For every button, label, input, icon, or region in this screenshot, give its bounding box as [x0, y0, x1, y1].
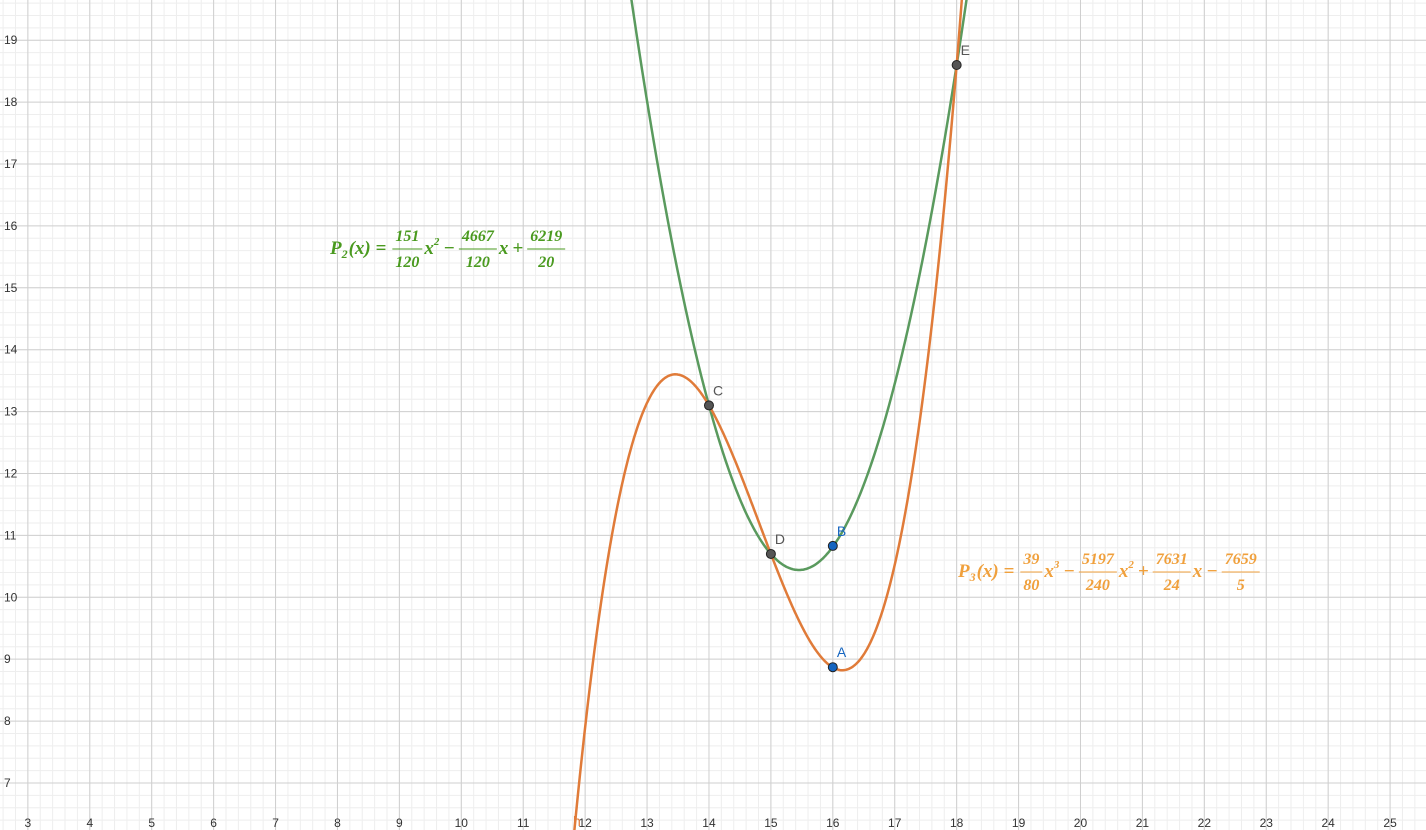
y-tick-label: 11 [4, 528, 17, 542]
denominator: 120 [395, 254, 419, 271]
x-tick-label: 14 [702, 816, 716, 830]
denominator: 24 [1163, 577, 1180, 594]
x-tick-label: 15 [764, 816, 778, 830]
denominator: 120 [466, 254, 490, 271]
function-name: P [329, 238, 342, 259]
curve-label: h [573, 813, 581, 829]
variable: x [1192, 561, 1203, 582]
x-tick-label: 22 [1198, 816, 1212, 830]
term-sign: + [1138, 561, 1149, 582]
x-tick-label: 20 [1074, 816, 1088, 830]
numerator: 7631 [1156, 551, 1188, 568]
y-tick-label: 19 [4, 33, 18, 47]
function-subscript: 3 [969, 570, 976, 584]
y-tick-label: 8 [4, 714, 11, 728]
y-tick-label: 18 [4, 95, 18, 109]
y-tick-label: 16 [4, 219, 18, 233]
function-argument: (x) = [349, 238, 387, 259]
point-label: B [837, 523, 846, 539]
x-tick-label: 23 [1260, 816, 1274, 830]
x-tick-label: 4 [86, 816, 93, 830]
variable: x [1118, 561, 1129, 582]
y-tick-label: 12 [4, 466, 18, 480]
numerator: 7659 [1225, 551, 1257, 568]
x-tick-label: 3 [25, 816, 32, 830]
x-tick-label: 11 [517, 816, 530, 830]
numerator: 5197 [1082, 551, 1115, 568]
numerator: 151 [395, 228, 419, 245]
point [703, 400, 714, 411]
variable: x [498, 238, 509, 259]
term-sign: − [1206, 561, 1218, 582]
x-tick-label: 17 [888, 816, 902, 830]
y-tick-label: 17 [4, 157, 18, 171]
x-tick-label: 18 [950, 816, 964, 830]
point [827, 540, 838, 551]
x-tick-label: 8 [334, 816, 341, 830]
y-tick-label: 10 [4, 590, 18, 604]
y-tick-label: 13 [4, 405, 18, 419]
point-label: A [837, 644, 847, 660]
term-sign: − [443, 238, 455, 259]
x-tick-label: 13 [640, 816, 654, 830]
term-sign: − [1063, 561, 1075, 582]
x-tick-label: 5 [148, 816, 155, 830]
x-tick-label: 7 [272, 816, 279, 830]
exponent: 2 [1127, 559, 1134, 571]
function-argument: (x) = [977, 561, 1015, 582]
denominator: 80 [1023, 577, 1039, 594]
function-name: P [957, 561, 970, 582]
y-tick-label: 15 [4, 281, 18, 295]
variable: x [423, 238, 434, 259]
x-tick-label: 16 [826, 816, 840, 830]
x-tick-label: 21 [1136, 816, 1150, 830]
point-label: C [713, 382, 723, 398]
denominator: 240 [1085, 577, 1110, 594]
numerator: 39 [1022, 551, 1039, 568]
x-tick-label: 24 [1321, 816, 1335, 830]
function-curve [630, 0, 968, 572]
denominator: 20 [537, 254, 554, 271]
denominator: 5 [1237, 577, 1245, 594]
variable: x [1043, 561, 1054, 582]
y-tick-label: 9 [4, 652, 11, 666]
point [765, 548, 776, 559]
x-tick-label: 6 [210, 816, 217, 830]
exponent: 3 [1053, 559, 1060, 571]
function-subscript: 2 [341, 247, 348, 261]
x-tick-label: 12 [578, 816, 592, 830]
point [827, 662, 838, 673]
x-tick-label: 25 [1383, 816, 1397, 830]
x-tick-label: 10 [455, 816, 469, 830]
point [951, 59, 962, 70]
y-tick-label: 7 [4, 776, 11, 790]
point-label: E [961, 42, 970, 58]
numerator: 4667 [461, 228, 495, 245]
term-sign: + [512, 238, 523, 259]
x-tick-label: 19 [1012, 816, 1026, 830]
point-label: D [775, 531, 785, 547]
exponent: 2 [433, 236, 440, 248]
x-tick-label: 9 [396, 816, 403, 830]
y-tick-label: 14 [4, 343, 18, 357]
numerator: 6219 [530, 228, 562, 245]
function-curve [573, 0, 964, 830]
